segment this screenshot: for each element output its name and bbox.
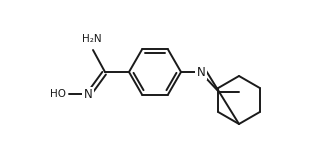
Text: HO: HO: [50, 89, 66, 99]
Text: N: N: [84, 88, 92, 102]
Text: N: N: [197, 66, 205, 78]
Text: H₂N: H₂N: [82, 34, 102, 44]
